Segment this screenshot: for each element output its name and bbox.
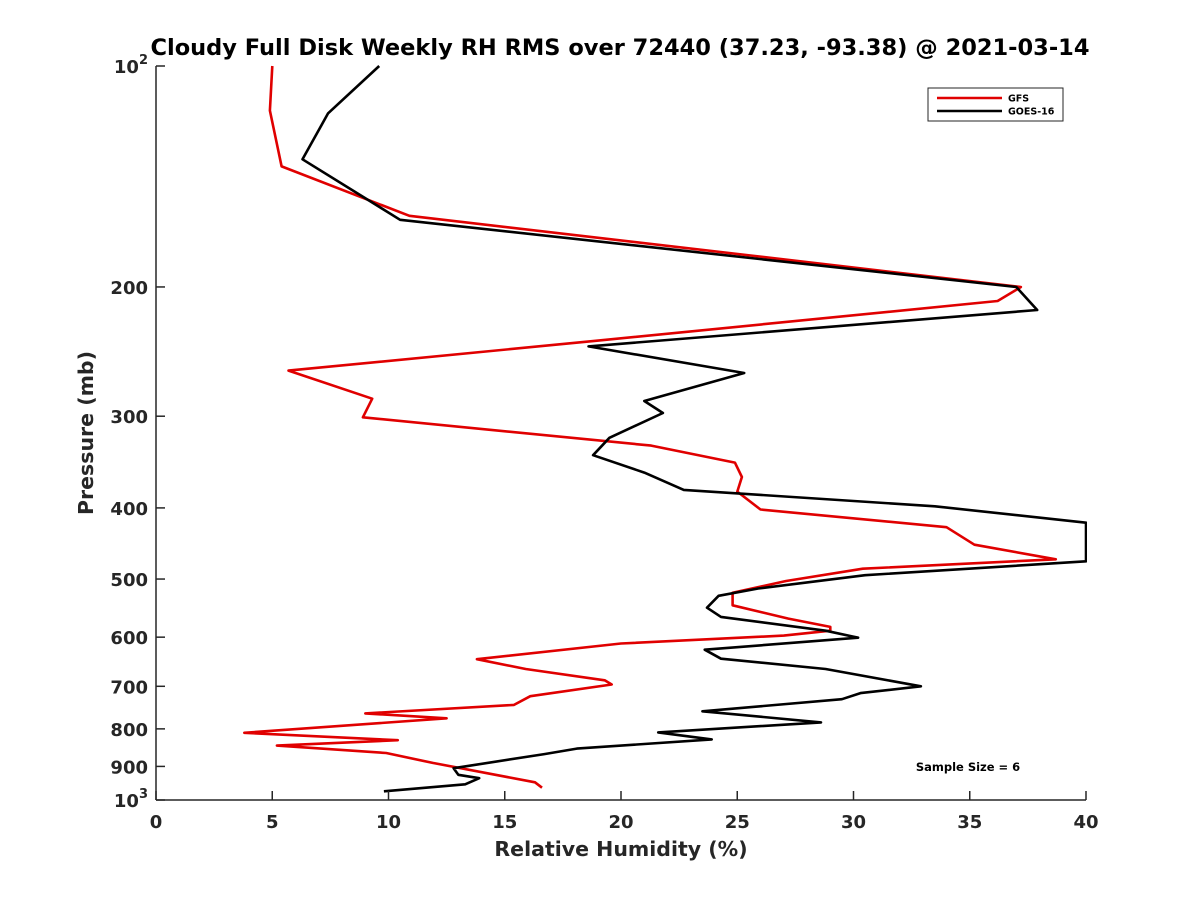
legend-box [927,87,1064,122]
x-tick-label: 35 [957,812,982,833]
y-tick-label: 800 [110,720,148,741]
legend-label-goes-16: GOES-16 [1008,107,1055,118]
y-tick-label: 200 [110,278,148,299]
x-axis-label: Relative Humidity (%) [494,837,747,861]
legend-label-gfs: GFS [1008,94,1029,105]
y-tick-label: 700 [110,677,148,698]
legend: GFS GOES-16 [927,87,1064,122]
x-tick-label: 5 [266,812,279,833]
series-line-gfs [243,65,1058,789]
x-tick-label: 30 [841,812,866,833]
y-tick-label: 900 [110,757,148,778]
y-tick-label: 300 [110,407,148,428]
sample-size-annotation: Sample Size = 6 [916,760,1020,774]
x-tick-label: 10 [376,812,401,833]
x-tick-label: 0 [150,812,163,833]
x-tick-label: 15 [492,812,517,833]
y-tick-label: 103 [114,787,148,812]
y-tick-label: 400 [110,499,148,520]
x-ticks: 0 5 10 15 20 25 30 35 40 [150,791,1099,833]
y-tick-label: 102 [114,53,148,78]
series-layer [243,65,1087,793]
y-tick-label: 500 [110,570,148,591]
y-axis-label: Pressure (mb) [74,351,98,515]
x-tick-label: 20 [608,812,633,833]
y-ticks: 102 200 300 400 500 600 700 800 900 103 [110,53,165,812]
x-tick-label: 40 [1073,812,1098,833]
x-tick-label: 25 [725,812,750,833]
y-tick-label: 600 [110,628,148,649]
series-line-goes-16 [301,65,1087,793]
chart-title: Cloudy Full Disk Weekly RH RMS over 7244… [150,35,1089,61]
